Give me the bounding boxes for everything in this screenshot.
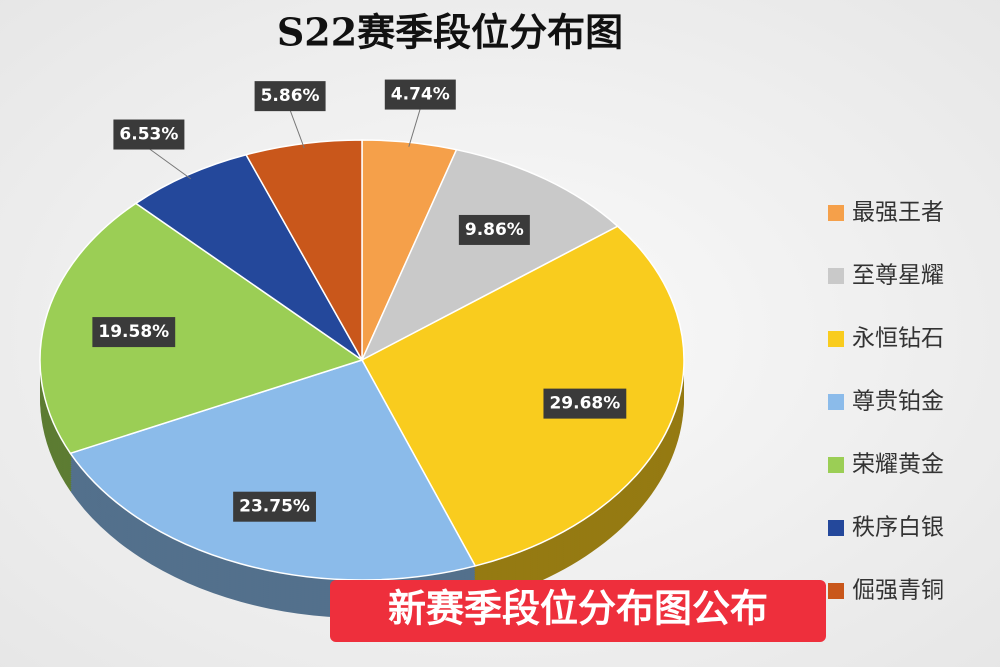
slice [360, 225, 685, 567]
legend-label: 至尊星耀 [852, 263, 944, 289]
chart-title: S22赛季段位分布图 [277, 10, 623, 55]
legend-swatch [828, 583, 844, 599]
legend-label: 荣耀黄金 [852, 452, 944, 478]
slice [360, 148, 619, 362]
value-label-box [92, 317, 176, 348]
legend-label: 最强王者 [852, 200, 944, 226]
value-label: 4.74% [391, 85, 450, 105]
legend-label: 倔强青铜 [852, 578, 944, 604]
legend-swatch [828, 205, 844, 221]
value-label: 5.86% [261, 86, 320, 106]
legend-swatch [828, 331, 844, 347]
legend-swatch [828, 520, 844, 536]
leader-line [408, 108, 421, 147]
pie [39, 139, 685, 618]
legend-swatch [828, 394, 844, 410]
value-label-box [113, 119, 185, 150]
slice [134, 153, 363, 361]
slice [39, 202, 364, 455]
legend-label: 尊贵铂金 [852, 389, 944, 415]
value-label-box [543, 388, 627, 419]
slice [69, 359, 477, 581]
banner [330, 580, 826, 642]
value-label: 19.58% [98, 322, 169, 342]
value-label: 9.86% [465, 220, 524, 240]
value-label-box [458, 214, 530, 245]
value-label: 29.68% [549, 394, 620, 414]
value-labels: 4.74% 9.86% 29.68% 23.75% 19.58% 6.53% 5.86% [92, 79, 627, 522]
legend-swatch [828, 457, 844, 473]
annotation: 新赛季段位分布图公布 [388, 586, 768, 631]
value-label-box [254, 81, 326, 112]
value-label-box [384, 79, 456, 110]
legend-label: 秩序白银 [852, 515, 944, 541]
value-label-box [233, 491, 316, 522]
legend-label: 永恒钻石 [852, 326, 944, 352]
value-label: 6.53% [119, 125, 178, 145]
legend-swatch [828, 268, 844, 284]
leader-line [289, 109, 305, 149]
value-label: 23.75% [239, 497, 310, 517]
leader-line [148, 148, 192, 180]
